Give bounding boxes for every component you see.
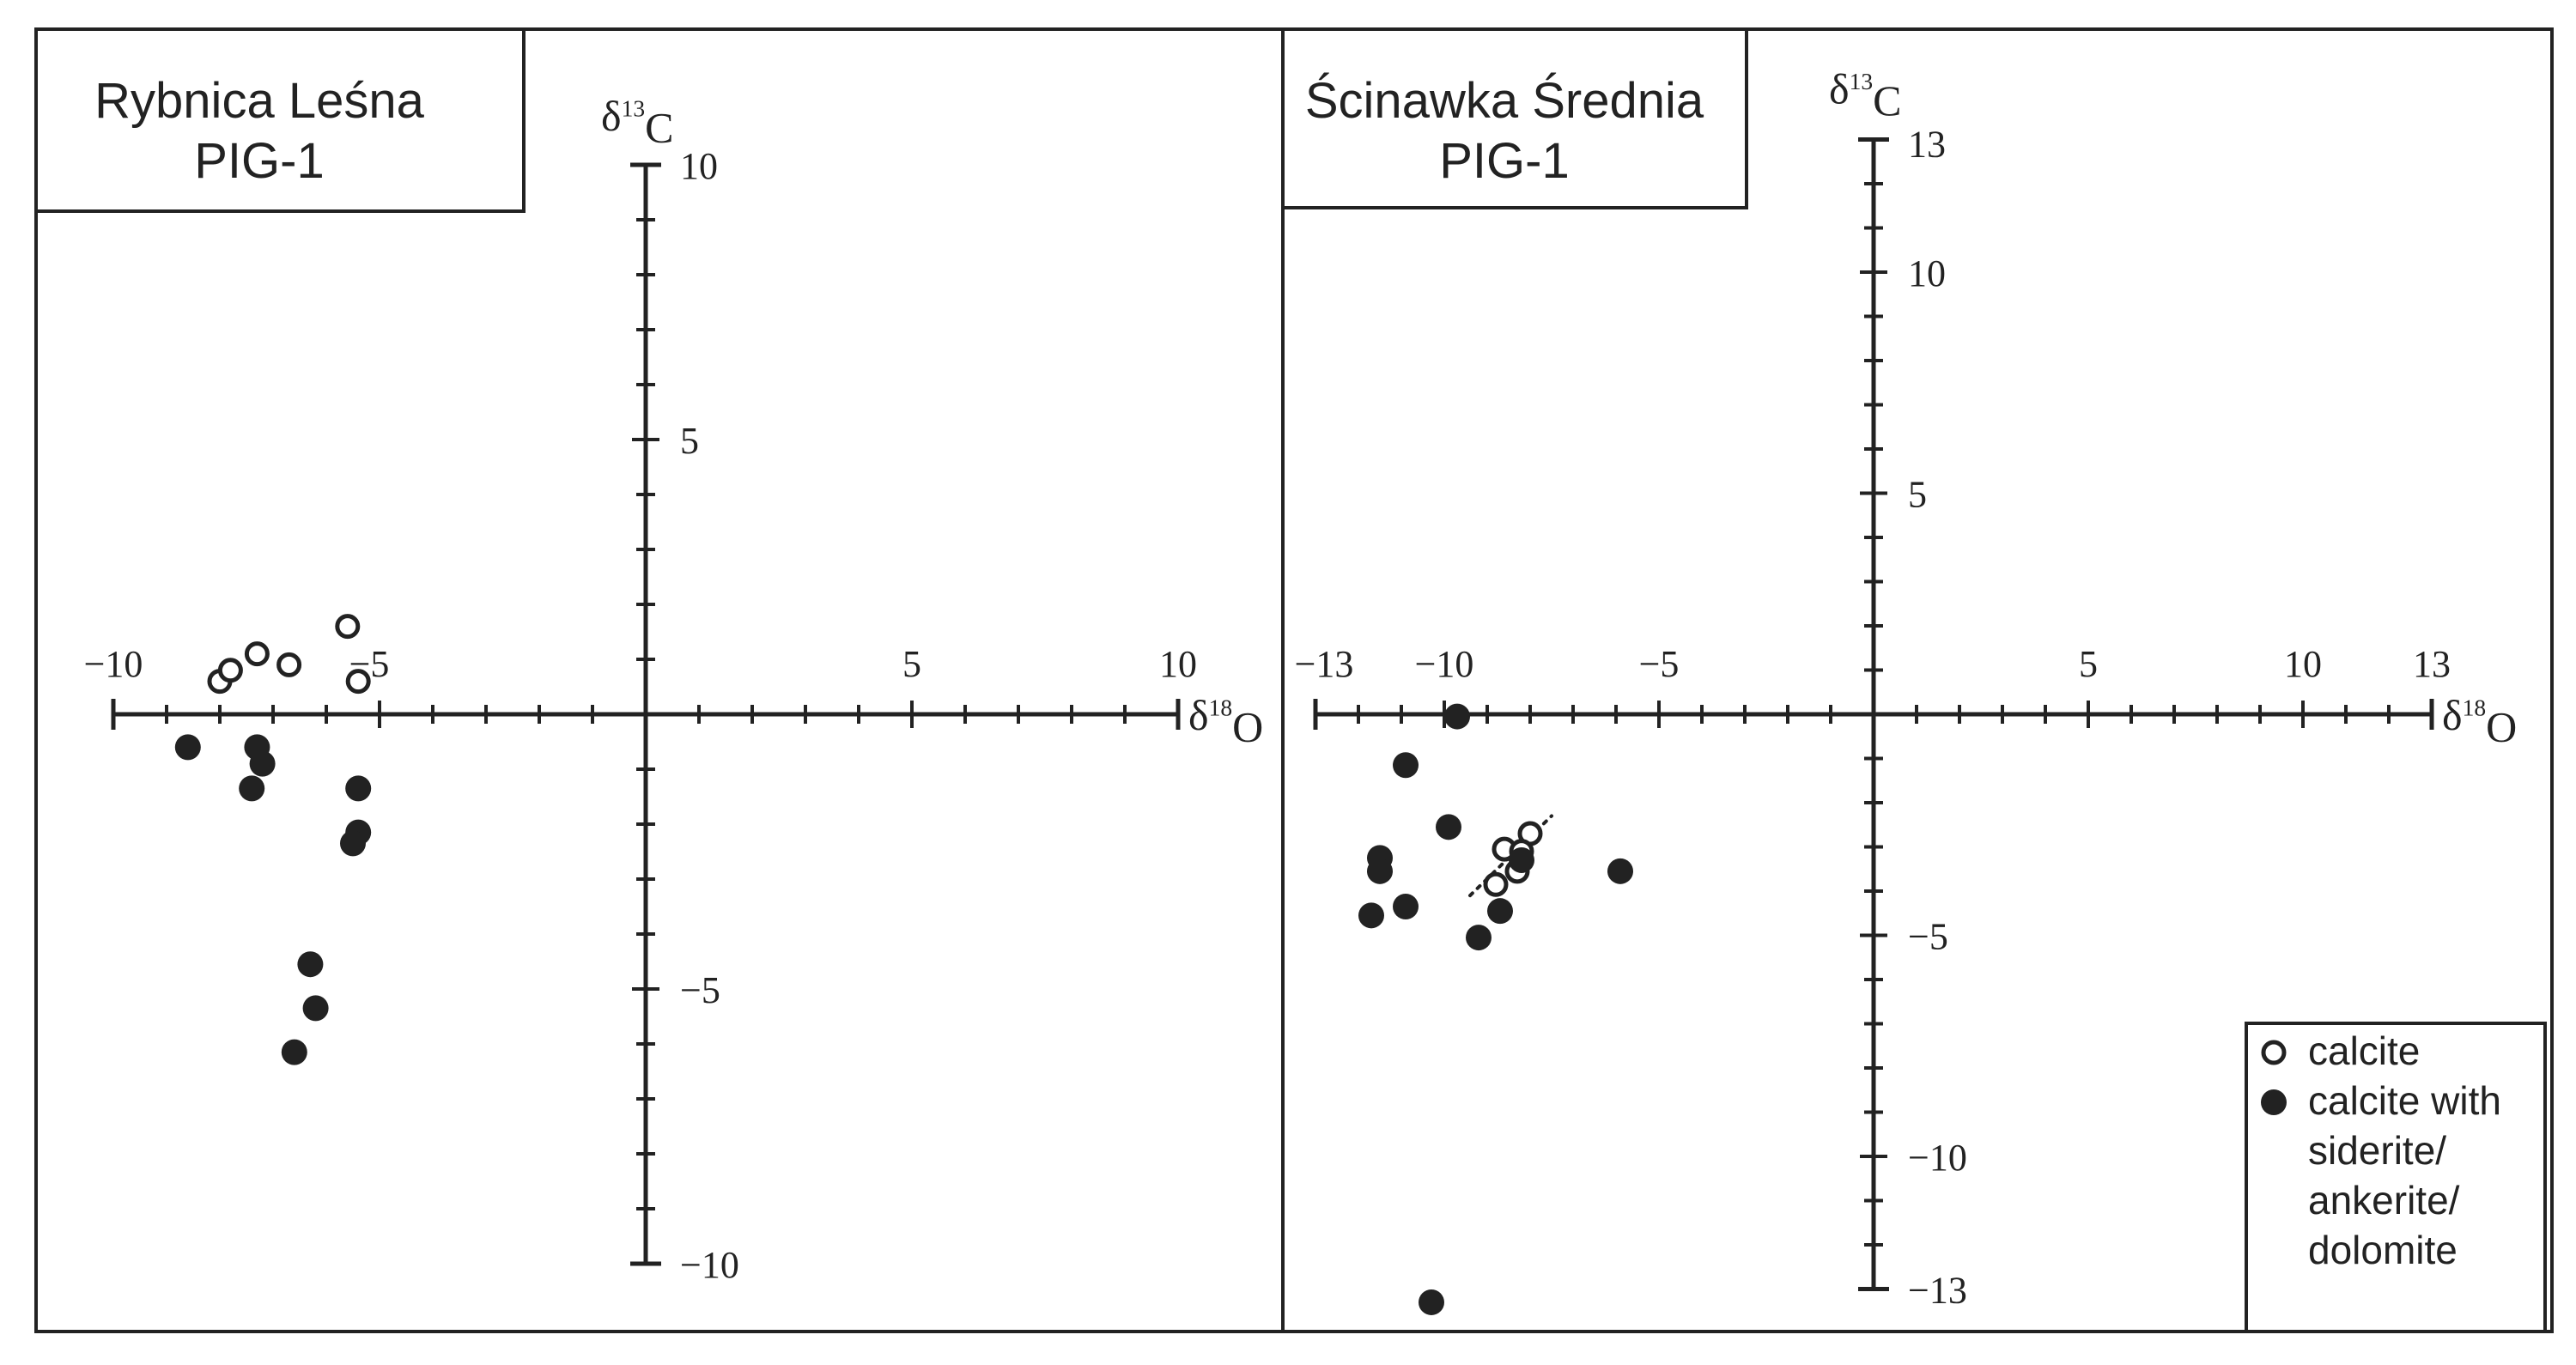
left-x-tick-label: 10 <box>1159 643 1197 685</box>
legend-label: ankerite/ <box>2308 1178 2460 1222</box>
left-point-open <box>335 614 361 640</box>
undefined-y-tick-label: −5 <box>1908 916 1948 958</box>
undefined-y-axis-label: δ13C <box>1829 65 1901 125</box>
right-title-line-1: Ścinawka Średnia <box>1305 73 1704 129</box>
undefined-point-filled <box>1419 1289 1444 1315</box>
undefined-point-filled <box>1487 898 1513 925</box>
left-title-box: Rybnica Leśna PIG-1 <box>34 27 526 213</box>
left-title-line-1: Rybnica Leśna <box>94 73 424 129</box>
left-y-tick-label: 10 <box>680 145 718 187</box>
left-title-frame <box>34 27 526 213</box>
undefined-point-filled <box>1393 752 1419 779</box>
left-series-calcite <box>207 614 371 695</box>
undefined-series-calcite-with-siderite <box>1358 703 1633 1315</box>
legend: calcite calcite with siderite/ankerite/dol… <box>2245 1022 2547 1333</box>
undefined-point-open <box>1483 871 1509 897</box>
undefined-point-filled <box>1509 846 1534 873</box>
left-point-filled <box>302 995 329 1022</box>
legend-label: siderite/ <box>2308 1128 2446 1173</box>
undefined-y-tick-label: 10 <box>1908 252 1946 294</box>
legend-frame <box>2245 1022 2547 1333</box>
legend-label: dolomite <box>2308 1228 2458 1272</box>
left-y-tick-label: −5 <box>680 969 720 1011</box>
undefined-x-tick-label: 10 <box>2284 643 2322 685</box>
left-x-axis-label: δ18O <box>1188 691 1263 751</box>
legend-marker-filled <box>2261 1089 2287 1115</box>
undefined-y-tick-label: 13 <box>1908 124 1946 166</box>
legend-marker-open <box>2261 1040 2287 1065</box>
right-title-frame <box>1281 27 1748 209</box>
left-point-filled <box>340 830 366 857</box>
right-plot: −13 −10 −5 5 10 13 13 10 5 −5 −10 −13 δ18O δ13C <box>1295 65 2517 1315</box>
undefined-x-tick-label: 5 <box>2079 643 2098 685</box>
left-point-filled <box>297 951 324 978</box>
undefined-x-tick-label: −5 <box>1639 643 1680 685</box>
left-point-filled <box>345 775 372 802</box>
right-title-box: Ścinawka Średnia PIG-1 <box>1281 27 1748 209</box>
legend-item-calcite-with-siderite: calcite with siderite/ankerite/dolomite <box>2261 1078 2501 1272</box>
undefined-point-filled <box>1607 858 1633 884</box>
left-title-line-2: PIG-1 <box>194 133 325 189</box>
left-point-filled <box>239 775 265 802</box>
undefined-x-tick-label: 13 <box>2413 643 2451 685</box>
undefined-y-tick-label: −13 <box>1908 1270 1967 1312</box>
left-x-tick-label: 5 <box>902 643 921 685</box>
left-point-open <box>276 652 302 677</box>
left-point-filled <box>281 1039 307 1065</box>
undefined-x-tick-label: −10 <box>1415 643 1474 685</box>
undefined-point-filled <box>1436 814 1461 840</box>
left-point-filled <box>174 734 201 761</box>
left-y-axis-label: δ13C <box>601 92 673 152</box>
left-y-tick-label: −10 <box>680 1244 739 1286</box>
right-title-line-2: PIG-1 <box>1439 133 1570 189</box>
left-y-tick-label: 5 <box>680 420 699 462</box>
left-point-open <box>217 658 243 683</box>
undefined-series-calcite <box>1483 821 1543 897</box>
legend-label: calcite <box>2308 1028 2420 1073</box>
legend-label: calcite with <box>2308 1078 2501 1123</box>
undefined-x-tick-label: −13 <box>1295 643 1354 685</box>
left-point-open <box>244 641 270 667</box>
left-point-filled <box>249 750 276 777</box>
legend-item-calcite: calcite <box>2261 1028 2420 1073</box>
left-point-open <box>345 669 371 695</box>
undefined-y-tick-label: −10 <box>1908 1137 1967 1179</box>
undefined-x-axis-label: δ18O <box>2442 691 2517 751</box>
undefined-y-tick-label: 5 <box>1908 474 1927 516</box>
undefined-point-filled <box>1444 703 1470 730</box>
undefined-point-filled <box>1393 894 1419 920</box>
undefined-point-filled <box>1367 858 1393 884</box>
left-series-calcite-with-siderite <box>174 734 372 1065</box>
undefined-point-filled <box>1466 925 1492 951</box>
undefined-point-filled <box>1358 902 1384 929</box>
left-x-tick-label: −10 <box>84 643 143 685</box>
